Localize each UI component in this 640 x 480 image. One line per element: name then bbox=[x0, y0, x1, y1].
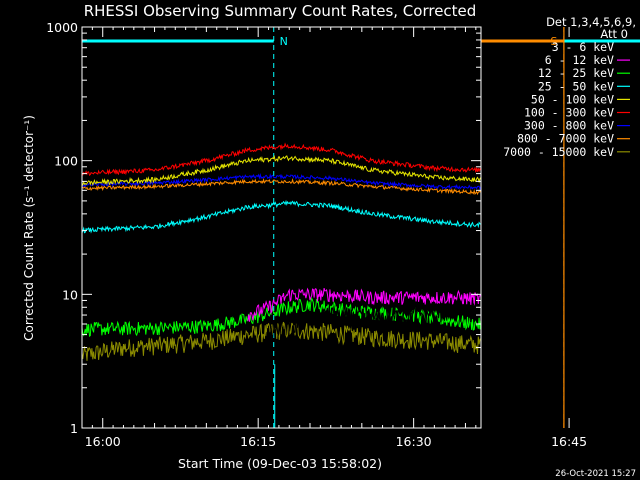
legend-label: 300 - 800 keV bbox=[524, 119, 614, 133]
y-tick-label: 1 bbox=[70, 421, 78, 436]
y-tick-label: 1000 bbox=[46, 20, 78, 35]
x-tick-label: 16:15 bbox=[240, 434, 276, 449]
legend-label: 800 - 7000 keV bbox=[517, 132, 614, 146]
legend-label: 50 - 100 keV bbox=[531, 92, 614, 106]
plot-frame bbox=[81, 26, 482, 429]
legend-header-line-2: Att 0 bbox=[600, 27, 628, 41]
legend-label: 3 - 6 keV bbox=[552, 40, 614, 54]
legend-label: 7000 - 15000 keV bbox=[503, 145, 614, 159]
legend-label: 6 - 12 keV bbox=[545, 53, 614, 67]
y-axis-label: Corrected Count Rate (s⁻¹ detector⁻¹) bbox=[22, 115, 36, 341]
x-tick-label: 16:00 bbox=[85, 434, 121, 449]
y-tick-label: 10 bbox=[62, 287, 78, 302]
x-tick-label: 16:45 bbox=[551, 434, 587, 449]
y-tick-label: 100 bbox=[54, 154, 78, 169]
x-tick-label: 16:30 bbox=[396, 434, 432, 449]
axes: 110100100016:0016:1516:3016:4517:0017:15… bbox=[46, 20, 587, 449]
annotation-label-SAA: S bbox=[550, 35, 557, 48]
legend-header-line-1: Det 1,3,4,5,6,9, bbox=[546, 15, 636, 29]
legend-label: 12 - 25 keV bbox=[538, 66, 614, 80]
legend-label: 100 - 300 keV bbox=[524, 106, 614, 120]
legend-label: 25 - 50 keV bbox=[538, 79, 614, 93]
x-axis-label: Start Time (09-Dec-03 15:58:02) bbox=[178, 456, 382, 471]
chart-title: RHESSI Observing Summary Count Rates, Co… bbox=[84, 2, 477, 20]
footer-timestamp: 26-Oct-2021 15:27 bbox=[555, 469, 636, 479]
annotation-label-night: N bbox=[280, 35, 288, 48]
